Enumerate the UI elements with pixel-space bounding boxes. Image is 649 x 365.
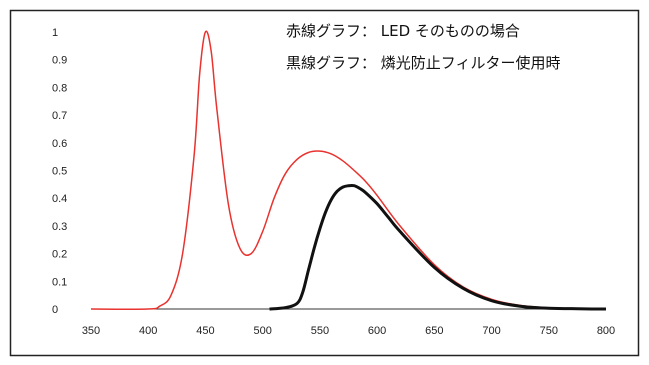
x-tick-label: 450 [196,325,214,337]
x-tick-label: 750 [540,325,558,337]
legend-black-line: 黒線グラフ： 燐光防止フィルター使用時 [286,54,560,72]
series-layer [90,30,607,311]
y-tick-labels: 0 0.1 0.2 0.3 0.4 0.5 0.6 0.7 0.8 0.9 1 [52,27,67,316]
legend: 赤線グラフ： LED そのものの場合 黒線グラフ： 燐光防止フィルター使用時 [286,22,560,72]
black-series-line [269,183,607,311]
y-tick-label: 0.2 [52,249,67,261]
red-series-line [90,30,607,310]
x-tick-label: 700 [482,325,500,337]
y-tick-label: 0 [52,304,58,316]
x-tick-labels: 350 400 450 500 550 600 650 700 750 800 [82,325,615,337]
y-tick-label: 0.4 [52,193,67,205]
x-tick-label: 650 [425,325,443,337]
y-tick-label: 0.7 [52,110,67,122]
legend-red-line: 赤線グラフ： LED そのものの場合 [286,22,520,40]
x-tick-label: 400 [139,325,157,337]
x-tick-label: 600 [368,325,386,337]
y-tick-label: 0.3 [52,221,67,233]
x-tick-label: 350 [82,325,100,337]
plot-frame [9,9,640,357]
x-tick-label: 550 [311,325,329,337]
x-tick-label: 800 [597,325,615,337]
y-tick-label: 0.8 [52,82,67,94]
y-tick-label: 1 [52,27,58,39]
x-tick-label: 500 [253,325,271,337]
y-tick-label: 0.1 [52,276,67,288]
y-tick-label: 0.6 [52,138,67,150]
y-tick-label: 0.9 [52,55,67,67]
y-tick-label: 0.5 [52,166,67,178]
